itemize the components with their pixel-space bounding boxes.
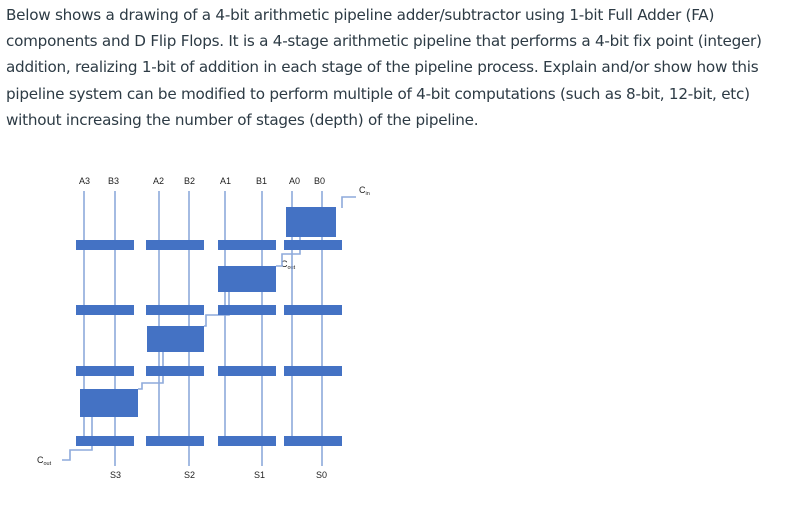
wire-cin [341, 196, 356, 208]
stage-carry-label: Cout [281, 259, 296, 271]
register-row1 [76, 240, 134, 250]
question-line: pipeline system can be modified to perfo… [6, 84, 750, 103]
register-row2 [284, 305, 342, 315]
input-label-b2: B2 [184, 176, 195, 186]
input-label-a3: A3 [79, 176, 90, 186]
output-label-s2: S2 [184, 470, 195, 480]
question-line: addition, realizing 1-bit of addition in… [6, 58, 759, 77]
input-label-b0: B0 [314, 176, 325, 186]
register-row1 [146, 240, 204, 250]
question-line: without increasing the number of stages … [6, 110, 479, 129]
input-label-b1: B1 [256, 176, 267, 186]
register-row3 [146, 366, 204, 376]
question-line: components and D Flip Flops. It is a 4-s… [6, 32, 762, 51]
full-adder-bit0 [286, 207, 336, 237]
block-group [76, 207, 342, 446]
register-row4 [284, 436, 342, 446]
register-row1 [284, 240, 342, 250]
register-row3 [218, 366, 276, 376]
register-row2 [218, 305, 276, 315]
output-label-s0: S0 [316, 470, 327, 480]
output-label-s3: S3 [110, 470, 121, 480]
register-row3 [284, 366, 342, 376]
cin-label: Cin [359, 185, 370, 197]
question-text: Below shows a drawing of a 4-bit arithme… [6, 2, 804, 133]
cout-label: Cout [37, 455, 52, 467]
input-label-b3: B3 [108, 176, 119, 186]
register-row4 [218, 436, 276, 446]
register-row4 [76, 436, 134, 446]
input-label-a2: A2 [153, 176, 164, 186]
register-row4 [146, 436, 204, 446]
register-row3 [76, 366, 134, 376]
full-adder-bit1 [218, 266, 276, 292]
input-label-a0: A0 [289, 176, 300, 186]
question-line: Below shows a drawing of a 4-bit arithme… [6, 6, 715, 24]
register-row1 [218, 240, 276, 250]
output-label-s1: S1 [254, 470, 265, 480]
register-row2 [146, 305, 204, 315]
register-row2 [76, 305, 134, 315]
full-adder-bit3 [80, 389, 138, 417]
full-adder-bit2 [147, 326, 204, 352]
input-label-a1: A1 [220, 176, 231, 186]
